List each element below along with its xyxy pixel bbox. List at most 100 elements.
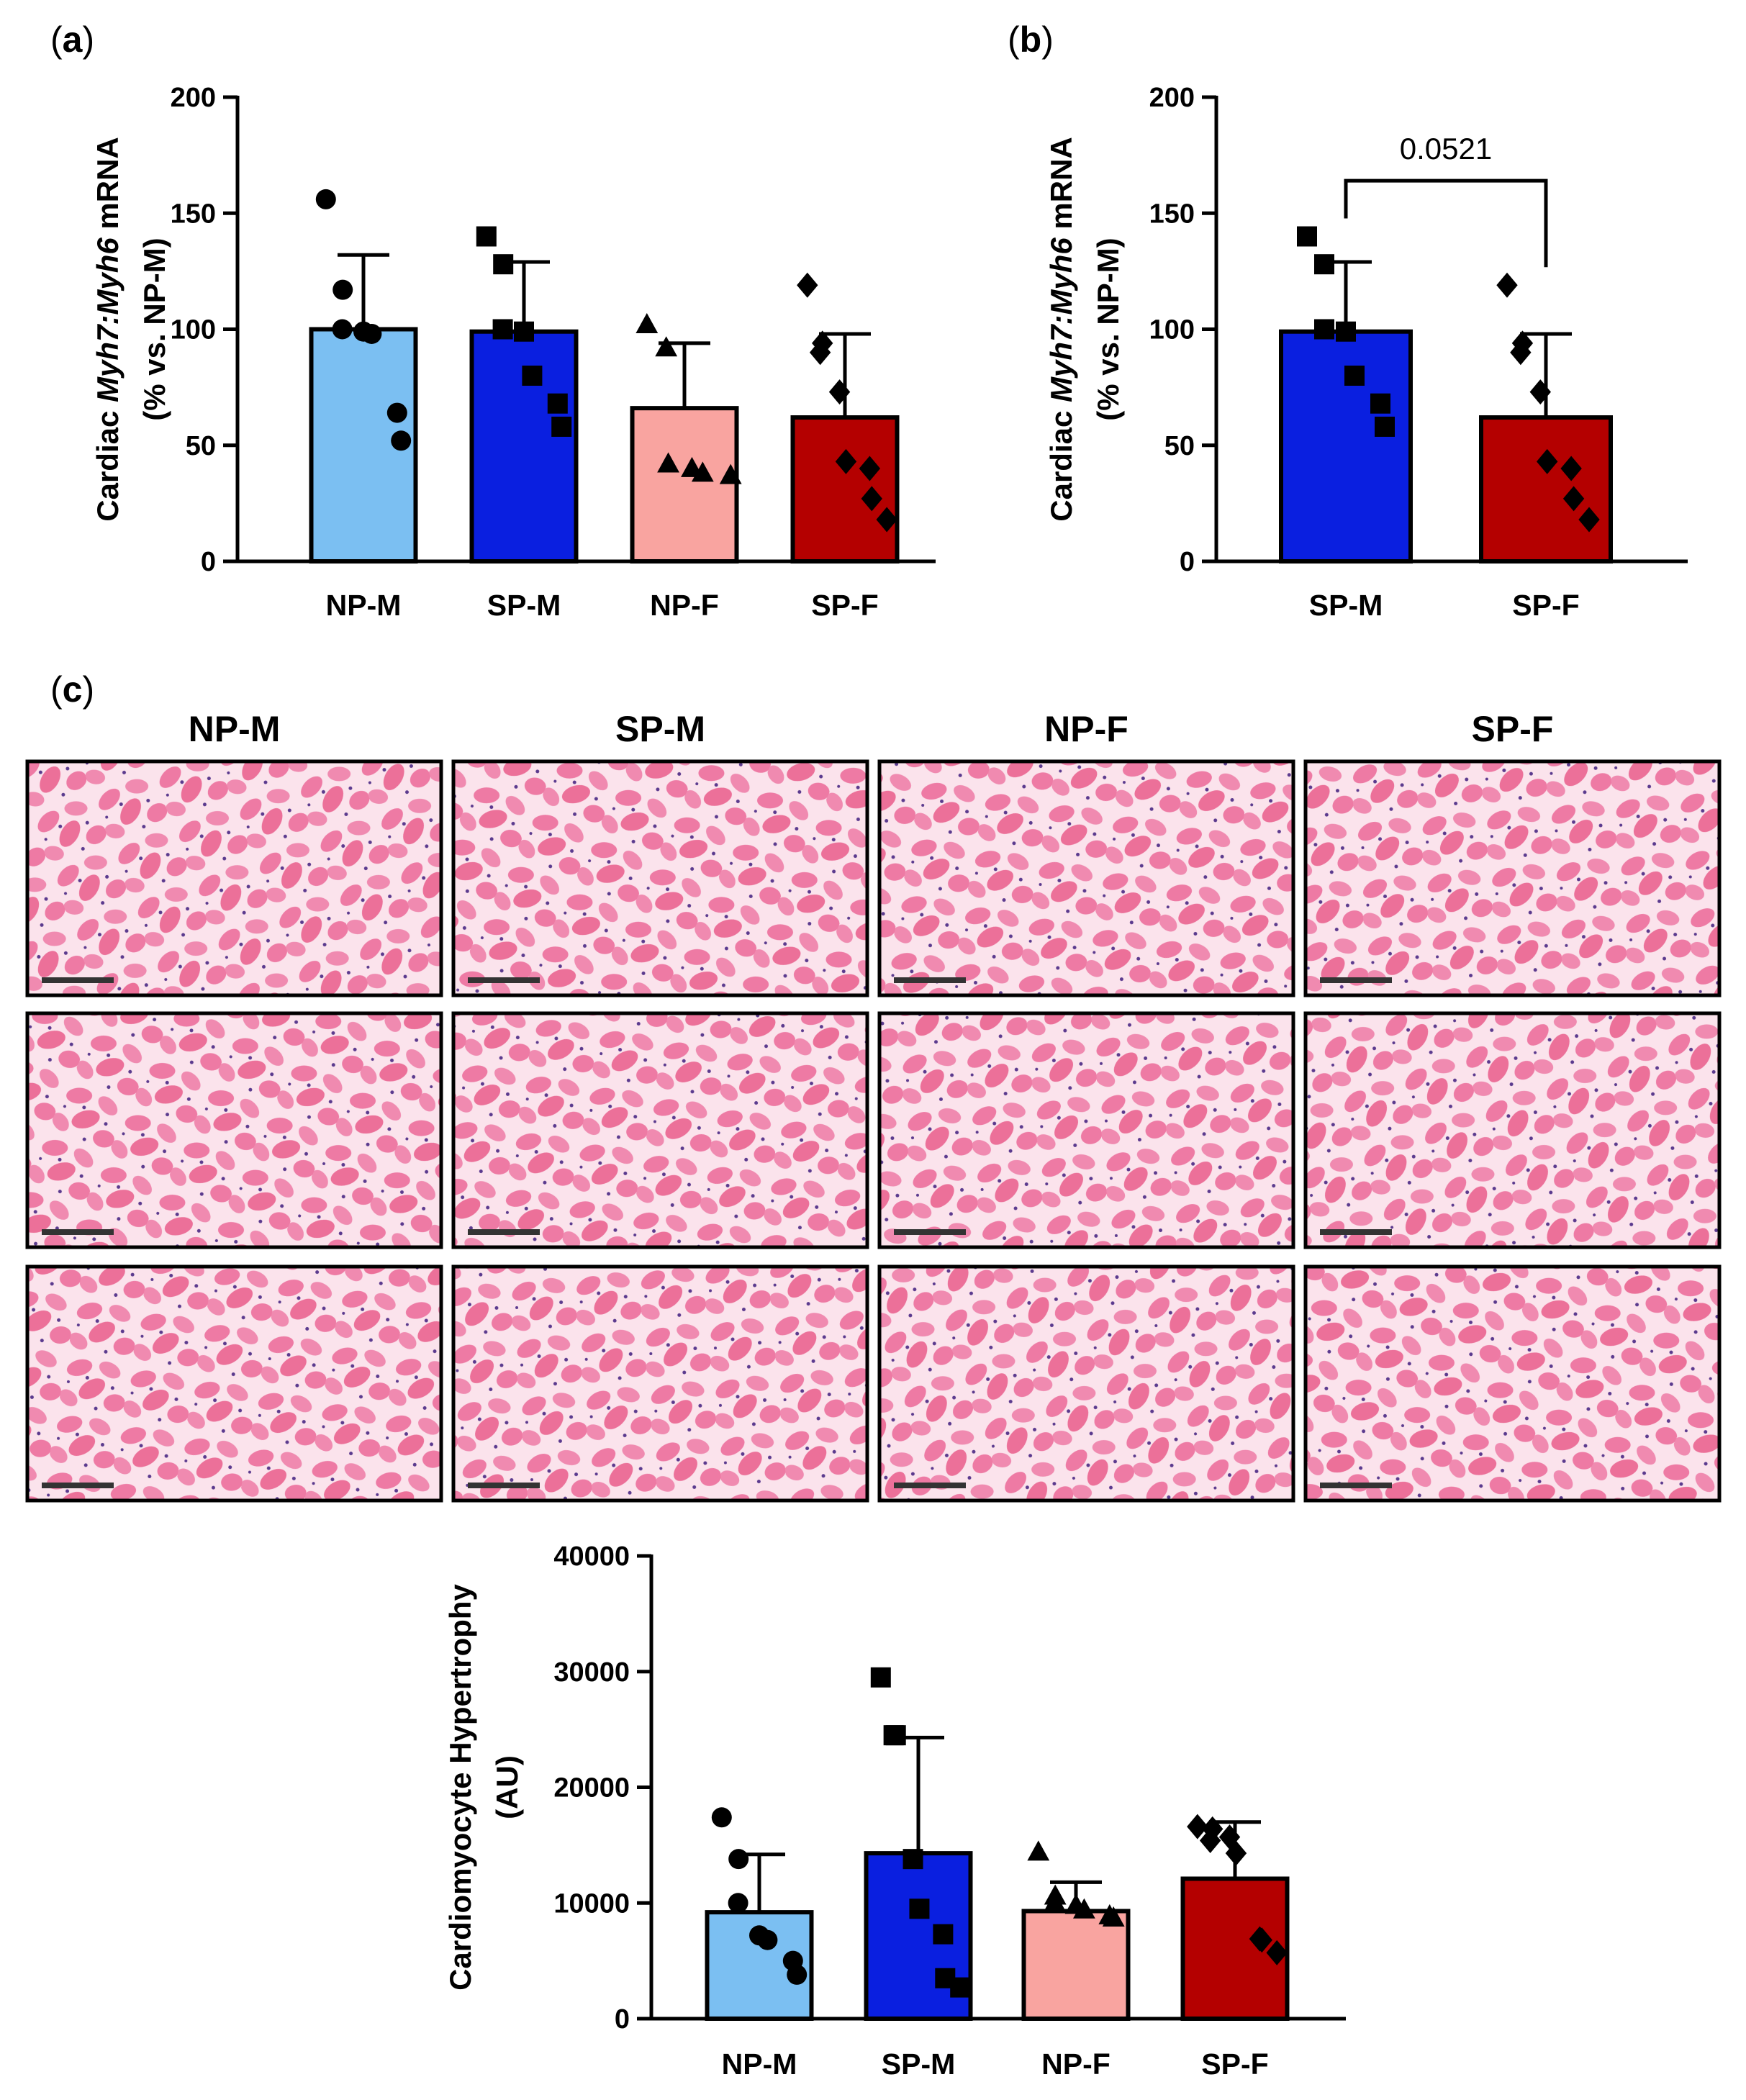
y-axis-title: Cardiomyocyte Hypertrophy bbox=[443, 1583, 477, 1990]
data-point bbox=[655, 336, 678, 357]
he-stained-cardiac-tissue-icon bbox=[877, 1011, 1295, 1249]
y-axis-label: Cardiac Myh7:Myh6 mRNA bbox=[1044, 137, 1078, 521]
data-point bbox=[333, 279, 353, 300]
data-point bbox=[1187, 1814, 1208, 1839]
data-point bbox=[728, 1893, 748, 1914]
y-tick-label: 100 bbox=[171, 315, 216, 345]
bar-sp-f bbox=[1479, 415, 1613, 564]
scale-bar bbox=[42, 1483, 114, 1488]
scale-bar bbox=[468, 1483, 540, 1488]
panel-a-label: (a) bbox=[50, 19, 94, 60]
scale-bar bbox=[894, 1229, 966, 1235]
chart-b: 0 50 100 150 200 Cardiac Myh7:Myh6 mRNA (% vs.… bbox=[1044, 83, 1688, 622]
chart-c: 0 10000 20000 30000 40000 Cardiomyocyte Hyper… bbox=[443, 1542, 1346, 2081]
data-point bbox=[1251, 1927, 1272, 1953]
data-point bbox=[1073, 1898, 1095, 1919]
x-category-label: SP-M bbox=[882, 2047, 956, 2081]
y-tick-label: 150 bbox=[171, 199, 216, 229]
data-point bbox=[1266, 1940, 1288, 1965]
bar-np-f bbox=[630, 406, 739, 564]
he-stained-cardiac-tissue-icon bbox=[25, 1011, 443, 1249]
y-tick-label: 30000 bbox=[553, 1657, 630, 1688]
y-axis-title: Cardiac Myh7:Myh6 mRNA bbox=[91, 137, 125, 521]
y-tick-label: 200 bbox=[1149, 83, 1195, 113]
y-tick-label: 0 bbox=[201, 547, 216, 577]
y-tick-label: 0 bbox=[1180, 547, 1195, 577]
data-point bbox=[514, 321, 534, 342]
he-stained-cardiac-tissue-icon bbox=[877, 759, 1295, 997]
he-stained-cardiac-tissue-icon bbox=[25, 1264, 443, 1503]
data-point bbox=[1344, 366, 1365, 386]
x-category-label: NP-F bbox=[1041, 2047, 1111, 2081]
data-point bbox=[551, 416, 572, 437]
data-point bbox=[828, 379, 851, 405]
scale-bar bbox=[42, 977, 114, 983]
y-axis-label: Cardiomyocyte Hypertrophy bbox=[443, 1583, 477, 1990]
scale-bar bbox=[1320, 977, 1392, 983]
data-point bbox=[635, 312, 659, 333]
data-point bbox=[332, 319, 353, 340]
data-point bbox=[1370, 393, 1390, 414]
data-point bbox=[1537, 448, 1558, 474]
panel-b-label: (b) bbox=[1008, 19, 1054, 60]
data-point bbox=[315, 189, 336, 209]
y-axis-title: Cardiac Myh7:Myh6 mRNA bbox=[1044, 137, 1078, 521]
he-stained-cardiac-tissue-icon bbox=[25, 759, 443, 997]
data-point bbox=[876, 507, 897, 533]
scale-bar bbox=[42, 1229, 114, 1235]
histology-column-title: NP-F bbox=[1044, 709, 1128, 749]
y-axis-subtitle: (% vs. NP-M) bbox=[1091, 237, 1125, 420]
chart-a: 0 50 100 150 200 Cardiac Myh7:Myh6 mRNA (% vs.… bbox=[91, 83, 936, 622]
he-stained-cardiac-tissue-icon bbox=[1303, 1011, 1722, 1249]
data-point bbox=[1225, 1840, 1247, 1866]
data-point bbox=[797, 272, 818, 298]
x-category-label: SP-F bbox=[1512, 589, 1579, 622]
y-tick-label: 0 bbox=[615, 2004, 630, 2035]
data-point bbox=[728, 1849, 749, 1870]
data-point bbox=[933, 1924, 954, 1945]
data-point bbox=[903, 1849, 923, 1870]
data-point bbox=[1336, 321, 1356, 342]
data-point bbox=[522, 366, 543, 386]
data-point bbox=[1314, 319, 1334, 340]
data-point bbox=[391, 430, 412, 451]
x-category-label: SP-F bbox=[1201, 2047, 1268, 2081]
data-point bbox=[1297, 226, 1317, 247]
he-stained-cardiac-tissue-icon bbox=[451, 1011, 869, 1249]
data-point bbox=[787, 1964, 808, 1985]
data-point bbox=[950, 1977, 971, 1998]
data-point bbox=[547, 393, 568, 414]
p-value-label: 0.0521 bbox=[1400, 132, 1492, 166]
significance-bracket bbox=[1344, 178, 1548, 268]
data-point bbox=[883, 1725, 904, 1746]
he-stained-cardiac-tissue-icon bbox=[451, 759, 869, 997]
data-point bbox=[361, 323, 382, 344]
data-point bbox=[757, 1929, 778, 1950]
x-category-label: SP-M bbox=[487, 589, 561, 622]
scale-bar bbox=[468, 977, 540, 983]
y-tick-label: 200 bbox=[171, 83, 216, 113]
histology-column-title: SP-F bbox=[1472, 709, 1554, 749]
he-stained-cardiac-tissue-icon bbox=[1303, 1264, 1722, 1503]
data-point bbox=[861, 486, 882, 512]
y-axis-subtitle: (AU) bbox=[490, 1755, 524, 1819]
x-category-label: NP-M bbox=[326, 589, 402, 622]
data-point bbox=[1044, 1891, 1066, 1912]
data-point bbox=[657, 452, 679, 473]
data-point bbox=[493, 254, 514, 275]
data-point bbox=[1102, 1906, 1125, 1927]
data-point bbox=[809, 340, 831, 366]
bar-np-f bbox=[1021, 1909, 1131, 2021]
panel-c-label: (c) bbox=[50, 669, 94, 710]
x-category-label: NP-M bbox=[722, 2047, 797, 2081]
y-tick-label: 50 bbox=[1164, 431, 1195, 461]
scale-bar bbox=[468, 1229, 540, 1235]
y-axis-label: Cardiac Myh7:Myh6 mRNA bbox=[91, 137, 125, 521]
y-axis-subtitle: (% vs. NP-M) bbox=[137, 237, 171, 420]
data-point bbox=[476, 226, 497, 247]
scale-bar bbox=[894, 977, 966, 983]
data-point bbox=[1578, 507, 1600, 533]
data-point bbox=[1027, 1840, 1050, 1861]
y-tick-label: 40000 bbox=[553, 1542, 630, 1572]
